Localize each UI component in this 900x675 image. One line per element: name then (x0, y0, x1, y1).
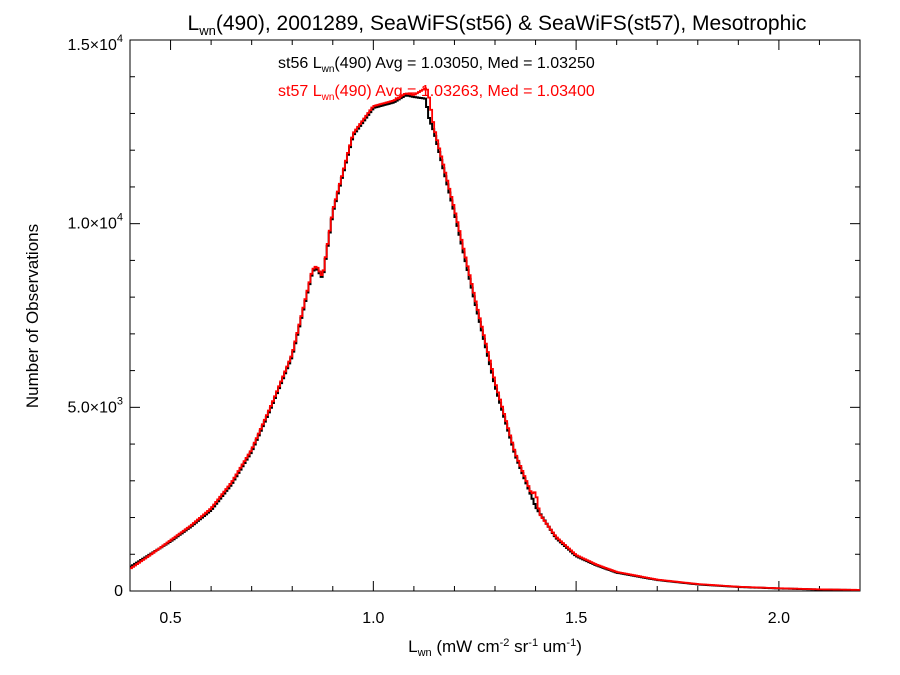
series-annotation-st57: st57 Lwn(490) Avg = 1.03263, Med = 1.034… (278, 83, 595, 103)
x-tick-label: 1.5 (565, 610, 587, 627)
y-tick-label: 1.0×104 (67, 212, 123, 233)
chart-title: Lwn(490), 2001289, SeaWiFS(st56) & SeaWi… (188, 12, 807, 38)
series-line-st56 (130, 94, 860, 592)
y-tick-label: 1.5×104 (67, 33, 123, 54)
x-tick-label: 2.0 (768, 610, 790, 627)
series-line-st57 (130, 87, 860, 591)
x-tick-label: 1.0 (362, 610, 384, 627)
series-annotation-st56: st56 Lwn(490) Avg = 1.03050, Med = 1.032… (278, 55, 595, 75)
plot-frame (129, 39, 861, 592)
y-tick-label: 5.0×103 (67, 395, 123, 416)
y-tick-label: 0 (114, 583, 123, 600)
plot-area: 0 5.0×103 1.0×104 1.5×104 0.5 1.0 1.5 2.0 (67, 33, 861, 627)
y-axis-label: Number of Observations (23, 224, 42, 408)
x-tick-label: 0.5 (159, 610, 181, 627)
x-axis-label: Lwn (mW cm-2 sr-1 um-1) (408, 637, 582, 659)
